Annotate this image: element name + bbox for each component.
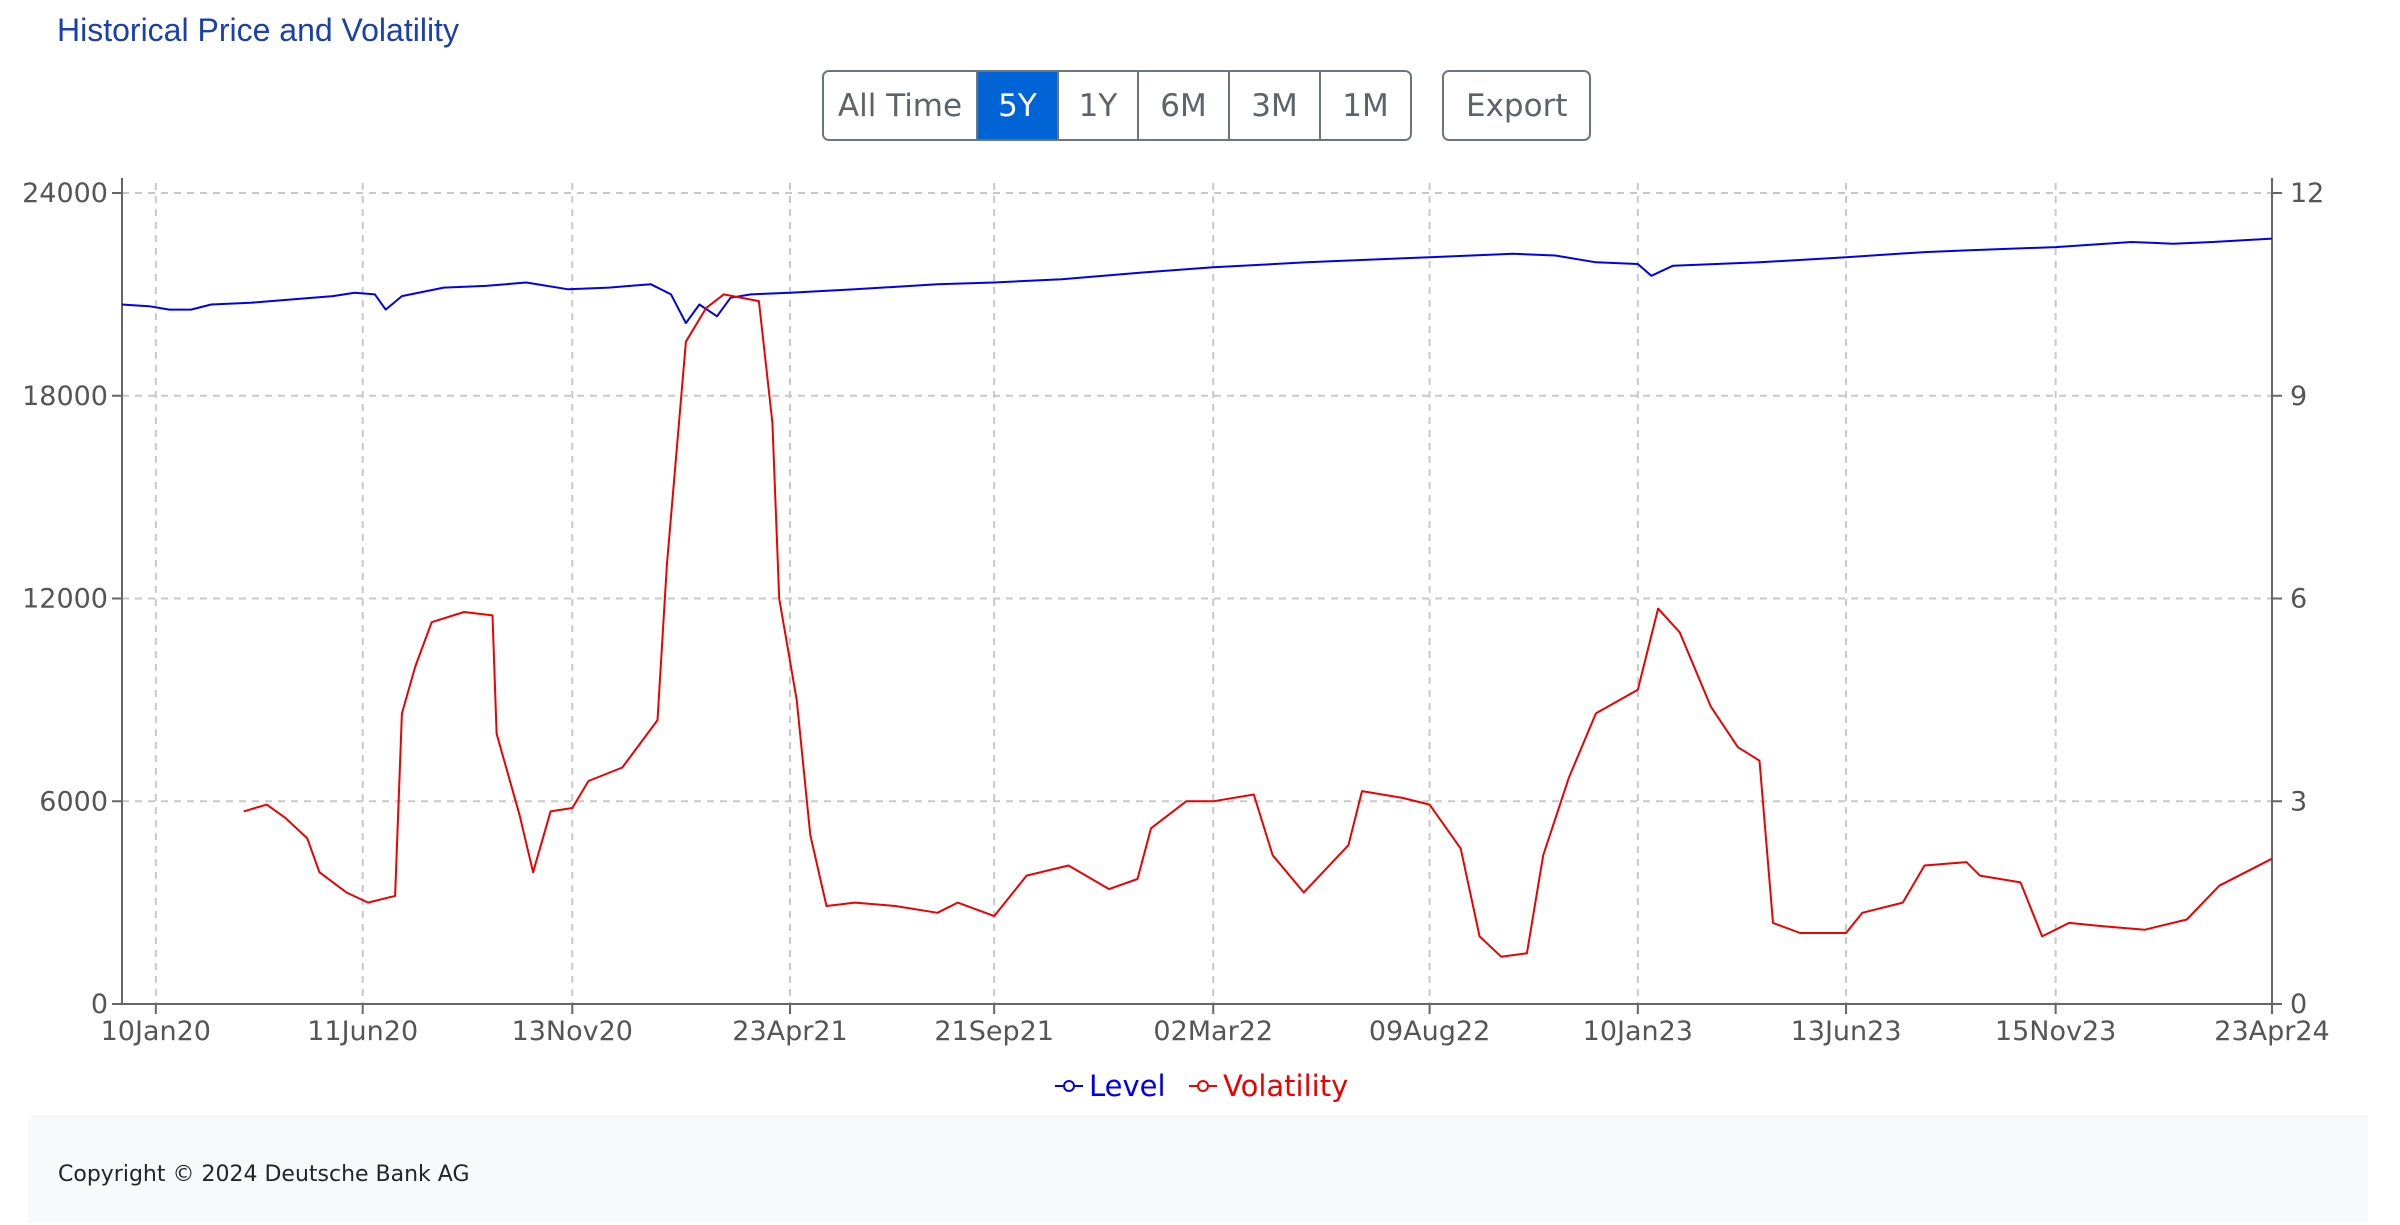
legend-label: Volatility [1223,1069,1348,1103]
range-button-group: All Time 5Y 1Y 6M 3M 1M [822,70,1412,141]
x-tick-label: 09Aug22 [1369,1016,1490,1047]
range-6m-button[interactable]: 6M [1139,72,1230,139]
x-tick-label: 21Sep21 [934,1016,1054,1047]
right-tick-label: 6 [2290,584,2307,615]
series-line-level [121,237,2273,325]
x-tick-label: 02Mar22 [1153,1016,1273,1047]
chart-legend: Level Volatility [1055,1069,1348,1103]
range-1y-button[interactable]: 1Y [1059,72,1139,139]
x-tick-label: 23Apr21 [732,1016,847,1047]
legend-marker-dot [1063,1080,1075,1092]
chart-series [121,237,2273,958]
legend-label: Level [1089,1069,1166,1103]
x-tick-label: 11Jun20 [307,1016,418,1047]
right-tick-label: 0 [2290,989,2307,1020]
price-volatility-chart: 0 6000 12000 18000 24000 0 3 6 9 12 10Jan20 11Jun20… [22,178,2330,1103]
range-all-time-button[interactable]: All Time [824,72,978,139]
right-tick-label: 3 [2290,786,2307,817]
range-5y-button[interactable]: 5Y [978,72,1059,139]
legend-marker-dot [1197,1080,1209,1092]
chart-axes: 0 6000 12000 18000 24000 0 3 6 9 12 10Jan20 11Jun20… [22,178,2330,1047]
range-3m-button[interactable]: 3M [1230,72,1321,139]
x-tick-label: 10Jan20 [101,1016,211,1047]
copyright-text: Copyright © 2024 Deutsche Bank AG [58,1162,470,1187]
left-tick-label: 0 [91,989,108,1020]
x-tick-label: 23Apr24 [2214,1016,2329,1047]
range-toolbar: All Time 5Y 1Y 6M 3M 1M Export [822,70,1592,141]
chart-title: Historical Price and Volatility [57,12,459,48]
x-tick-label: 10Jan23 [1583,1016,1693,1047]
range-1m-button[interactable]: 1M [1321,72,1410,139]
x-tick-label: 13Nov20 [512,1016,633,1047]
left-tick-label: 24000 [22,178,108,209]
x-tick-label: 15Nov23 [1995,1016,2116,1047]
left-tick-label: 18000 [22,381,108,412]
right-tick-label: 9 [2290,381,2307,412]
left-tick-label: 6000 [39,786,108,817]
right-tick-label: 12 [2290,178,2324,209]
x-tick-label: 13Jun23 [1791,1016,1902,1047]
chart-grid [122,183,2273,1004]
left-tick-label: 12000 [22,584,108,615]
series-line-volatility [243,293,2273,958]
footer: Copyright © 2024 Deutsche Bank AG [28,1115,2368,1223]
export-button[interactable]: Export [1442,70,1592,141]
